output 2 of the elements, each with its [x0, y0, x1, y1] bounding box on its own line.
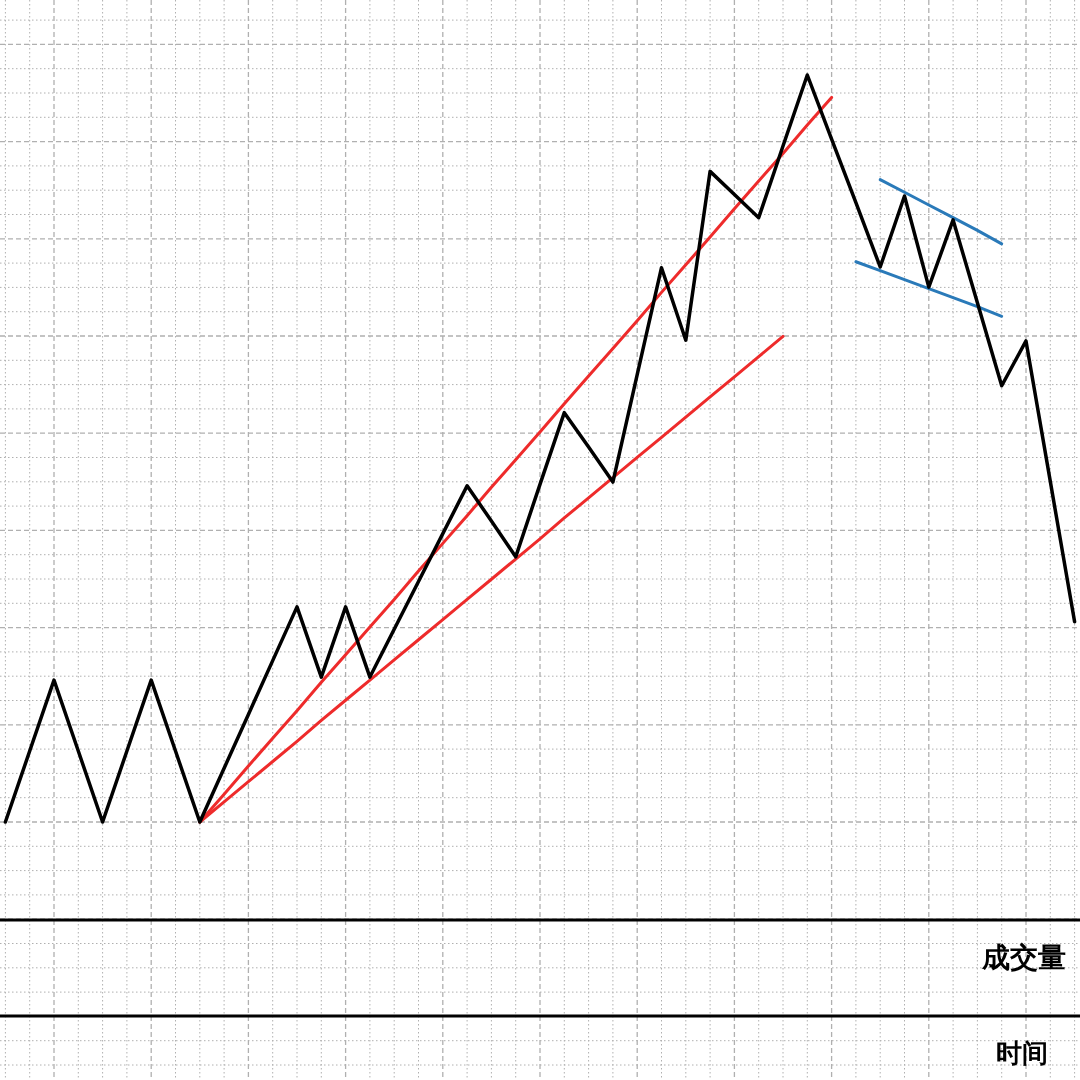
annotation: 成交量	[982, 941, 1066, 974]
annotation: 时间	[996, 1038, 1048, 1068]
